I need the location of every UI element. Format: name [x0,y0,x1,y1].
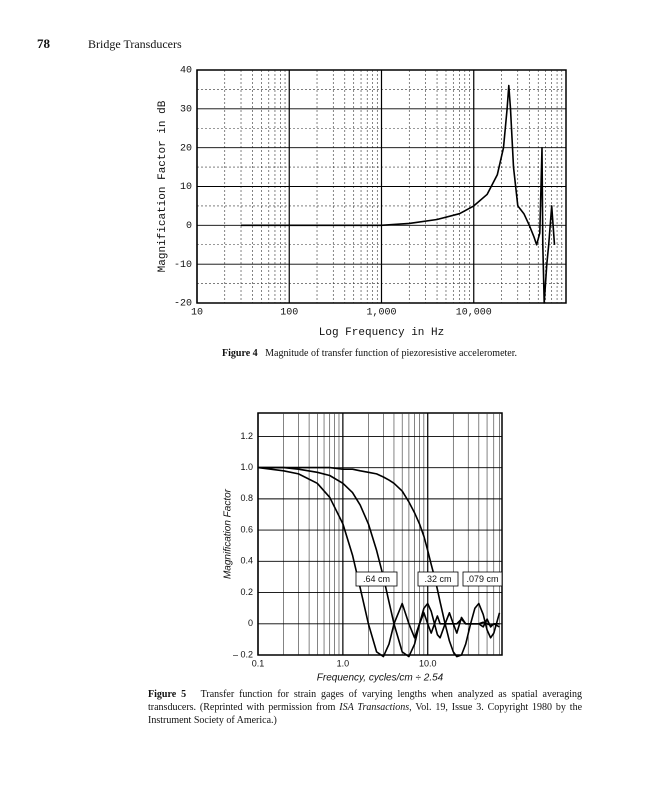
x-axis-label: Log Frequency in Hz [319,327,444,339]
y-tick-label: 0 [248,618,253,628]
figure-5-caption: Figure 5 Transfer function for strain ga… [148,688,582,727]
figure-4-caption: Figure 4 Magnitude of transfer function … [222,347,622,360]
series-label-box [462,571,503,587]
caption-text: Transfer function for strain gages of va… [148,689,582,713]
caption-italic: ISA Transactions, [339,702,412,713]
y-tick-label: 1.2 [240,431,253,441]
data-line [258,466,501,658]
series-label-box [355,571,398,587]
y-tick-label: – 0.2 [233,649,253,659]
caption-label: Figure 4 [222,348,258,359]
y-tick-label: 30 [180,104,192,115]
x-tick-label: 100 [280,308,298,319]
y-tick-label: 0 [186,221,192,232]
series-label-box [417,571,459,587]
y-tick-label: 0.4 [240,556,253,566]
data-line [257,466,500,658]
x-tick-label: 1.0 [337,658,350,668]
caption-text: Magnitude of transfer function of piezor… [265,348,517,359]
caption-text: Vol. 19, Issue 3. Copyright 1980 by the … [148,702,583,726]
page-number: 78 [37,36,51,51]
y-tick-label: 40 [180,66,192,77]
series-label: .32 cm [424,574,451,584]
y-tick-label: 0.8 [240,493,253,503]
x-tick-label: 10.0 [419,658,437,668]
running-title: Bridge Transducers [88,37,182,51]
y-tick-label: 10 [180,182,192,193]
x-tick-label: 10,000 [456,308,492,319]
x-axis-label: Frequency, cycles/cm ÷ 2.54 [317,673,444,684]
y-tick-label: 0.2 [240,587,253,597]
data-line [241,84,556,304]
y-tick-label: -20 [174,299,192,310]
y-tick-label: -10 [174,260,192,271]
data-line [258,466,500,658]
y-axis-label: Magnification Factor in dB [157,100,169,272]
series-label: .079 cm [466,574,498,584]
y-tick-label: 0.6 [240,524,253,534]
series-label: .64 cm [363,574,390,584]
x-tick-label: 0.1 [252,658,265,668]
x-tick-label: 10 [191,308,203,319]
caption-label: Figure 5 [148,689,187,700]
y-tick-label: 20 [180,143,192,154]
y-axis-label: Magnification Factor [223,488,234,579]
x-tick-label: 1,000 [366,308,396,319]
plot-frame [257,412,503,656]
y-tick-label: 1.0 [240,462,253,472]
